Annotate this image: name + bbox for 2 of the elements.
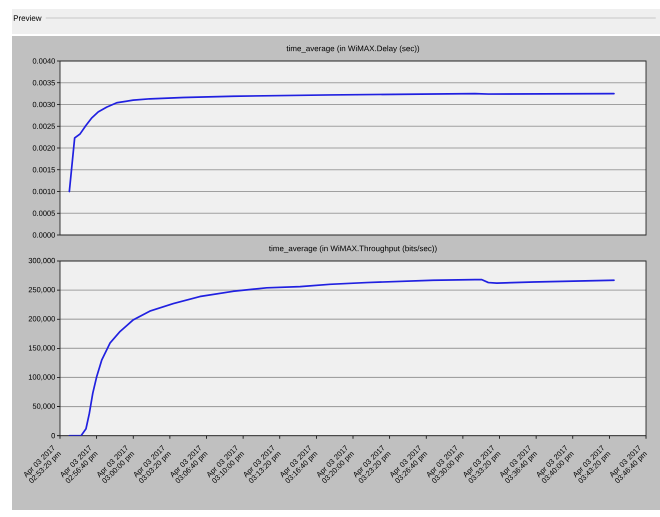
line-series xyxy=(68,92,615,192)
line-series xyxy=(68,278,615,436)
